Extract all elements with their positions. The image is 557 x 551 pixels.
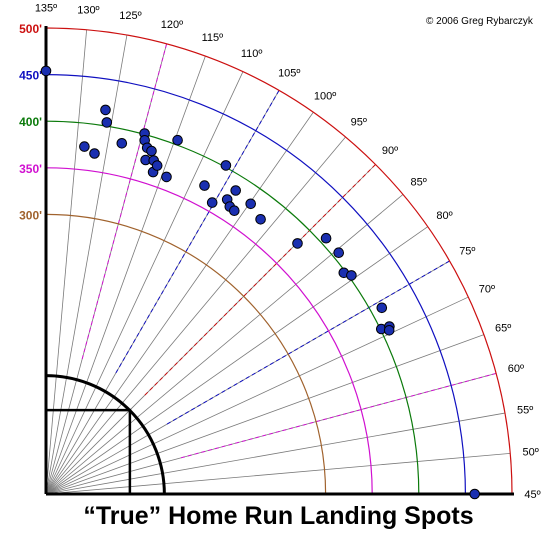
landing-point (229, 205, 240, 216)
landing-point (333, 247, 345, 258)
angle-label: 125º (119, 10, 141, 22)
angle-label: 45º (524, 489, 540, 501)
angle-label: 85º (411, 176, 427, 188)
angle-label: 70º (479, 283, 495, 295)
angle-label: 120º (161, 19, 183, 31)
landing-point (292, 238, 303, 249)
distance-ring (45, 27, 513, 495)
distance-ring-labels: 300' 350' 400' 450' 500' (19, 22, 42, 222)
landing-point (79, 141, 90, 152)
angle-label: 115º (202, 32, 224, 44)
distance-ring (45, 74, 466, 495)
landing-point (199, 180, 210, 191)
landing-point (220, 160, 232, 171)
landing-point (376, 302, 388, 314)
angle-label: 95º (351, 116, 367, 128)
angle-label: 60º (508, 363, 524, 375)
landing-point (151, 160, 163, 171)
spoke-line (45, 35, 128, 495)
angle-label: 75º (459, 246, 475, 258)
landing-point (89, 148, 100, 159)
landing-point (146, 145, 157, 157)
landing-point (161, 171, 172, 183)
distance-ring-label: 300' (19, 208, 42, 222)
foul-lines (44, 26, 514, 496)
angle-label: 100º (314, 90, 336, 102)
landing-point (245, 198, 256, 210)
chart-title: “True” Home Run Landing Spots (83, 502, 474, 530)
angle-label: 105º (278, 68, 300, 80)
distance-ring-label: 450' (19, 69, 42, 83)
angle-label: 110º (241, 48, 263, 60)
angle-label: 55º (517, 405, 533, 417)
spoke-line (45, 296, 469, 495)
landing-point (206, 197, 218, 208)
dashed-angle-line (81, 43, 168, 360)
dashed-angle-lines (81, 43, 497, 459)
distance-ring-label: 500' (19, 22, 42, 36)
landing-spots (40, 65, 481, 500)
angle-label: 50º (523, 447, 539, 459)
spoke-line (45, 226, 428, 495)
spoke-line (45, 452, 511, 495)
distance-ring (45, 120, 420, 495)
landing-point (469, 488, 481, 500)
landing-point (172, 134, 183, 146)
spoke-line (45, 29, 88, 495)
angle-labels: 135º 130º 125º 120º 115º 110º 105º 100º 95º 90º 85… (35, 2, 541, 501)
copyright-credit: © 2006 Greg Rybarczyk (426, 16, 533, 27)
landing-point (255, 214, 266, 225)
landing-point (116, 138, 128, 149)
distance-ring-label: 400' (19, 115, 42, 129)
infield-arc (45, 374, 166, 495)
dashed-angle-line (144, 164, 376, 396)
spoke-line (45, 112, 314, 495)
distance-ring (45, 167, 373, 495)
spoke-line (45, 194, 404, 495)
dashed-angle-line (166, 260, 450, 425)
angle-label: 65º (495, 323, 511, 335)
landing-point (40, 65, 52, 77)
landing-point (101, 117, 113, 128)
landing-point (230, 185, 241, 196)
spoke-line (45, 71, 244, 495)
landing-point (383, 325, 395, 336)
angle-label: 90º (382, 145, 398, 157)
spoke-line (45, 55, 206, 495)
dashed-angle-line (115, 90, 280, 374)
distance-ring (45, 213, 327, 495)
spoke-line (45, 136, 346, 495)
distance-ring-label: 350' (19, 162, 42, 176)
angle-label: 130º (77, 4, 99, 16)
angle-label: 80º (436, 210, 452, 222)
dashed-angle-line (180, 372, 497, 459)
distance-rings (45, 27, 513, 495)
infield (45, 374, 166, 495)
spoke-line (45, 334, 485, 495)
spoke-line (45, 412, 505, 495)
angle-label: 135º (35, 2, 57, 14)
landing-point (320, 232, 332, 244)
landing-point (100, 104, 111, 116)
landing-point (346, 270, 357, 281)
